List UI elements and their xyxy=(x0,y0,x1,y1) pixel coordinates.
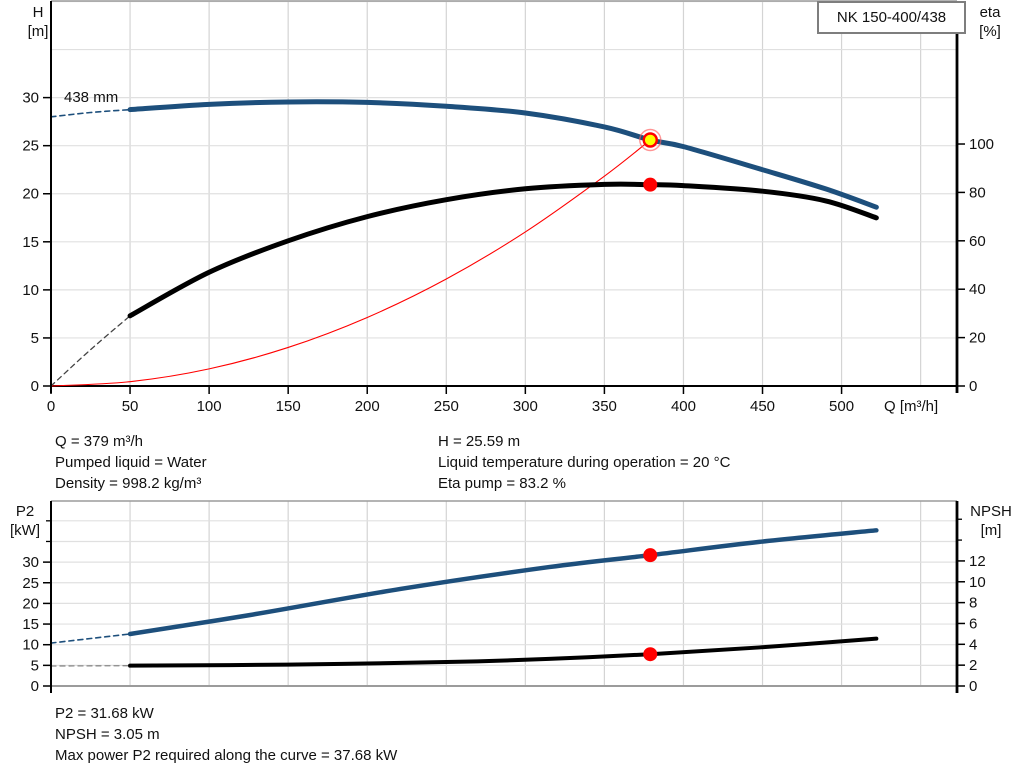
y2-tick-label: 6 xyxy=(969,615,977,632)
y2-tick-label: 60 xyxy=(969,233,986,250)
info-density: Density = 998.2 kg/m³ xyxy=(55,475,202,492)
y2-tick-label: 10 xyxy=(969,574,986,591)
y-tick-label: 10 xyxy=(22,282,39,299)
y-tick-label: 0 xyxy=(31,378,39,395)
duty-info-left: Q = 379 m³/h Pumped liquid = Water Densi… xyxy=(55,431,207,494)
y-tick-label: 25 xyxy=(22,575,39,592)
p2-axis-quantity: P2 xyxy=(15,503,35,520)
info-eta-pump: Eta pump = 83.2 % xyxy=(438,475,566,492)
x-tick-label: 100 xyxy=(197,398,222,415)
h-axis-quantity: H xyxy=(32,4,44,21)
power-info: P2 = 31.68 kW NPSH = 3.05 m Max power P2… xyxy=(55,703,397,766)
y2-tick-label: 4 xyxy=(969,636,977,653)
y2-tick-label: 0 xyxy=(969,678,977,695)
x-tick-label: 400 xyxy=(671,398,696,415)
y2-tick-label: 0 xyxy=(969,378,977,395)
npsh-curve xyxy=(128,636,879,668)
x-tick-label: 450 xyxy=(750,398,775,415)
info-liquid-temperature: Liquid temperature during operation = 20… xyxy=(438,454,731,471)
y2-tick-label: 20 xyxy=(969,330,986,347)
x-tick-label: 50 xyxy=(122,398,139,415)
eta-point-marker[interactable] xyxy=(643,177,658,192)
y2-tick-label: 80 xyxy=(969,184,986,201)
x-tick-label: 500 xyxy=(829,398,854,415)
p2-curve xyxy=(127,528,879,637)
h-axis-label: H [m] xyxy=(16,3,60,41)
y-tick-label: 30 xyxy=(22,554,39,571)
eta-axis-unit: [%] xyxy=(979,23,1001,40)
x-tick-label: 150 xyxy=(276,398,301,415)
y-tick-label: 0 xyxy=(31,678,39,695)
system-curve xyxy=(50,139,651,387)
y2-tick-label: 100 xyxy=(969,136,994,153)
x-tick-label: 0 xyxy=(47,398,55,415)
y-tick-label: 30 xyxy=(22,90,39,107)
info-flow: Q = 379 m³/h xyxy=(55,433,143,450)
duty-point-marker[interactable] xyxy=(642,132,658,148)
eta-axis-quantity: eta xyxy=(979,4,1001,21)
x-tick-label: 200 xyxy=(355,398,380,415)
npsh-axis-unit: [m] xyxy=(980,522,1002,539)
x-tick-label: 250 xyxy=(434,398,459,415)
y2-tick-label: 40 xyxy=(969,281,986,298)
npsh-axis-label: NPSH [m] xyxy=(960,502,1022,540)
info-pumped-liquid: Pumped liquid = Water xyxy=(55,454,207,471)
y-tick-label: 15 xyxy=(22,616,39,633)
eta-curve xyxy=(127,181,879,319)
h-axis-unit: [m] xyxy=(27,23,49,40)
npsh-point-marker[interactable] xyxy=(643,647,658,662)
eta-curve-extrapolation xyxy=(50,315,131,387)
y2-tick-label: 8 xyxy=(969,595,977,612)
info-npsh: NPSH = 3.05 m xyxy=(55,726,160,743)
y-tick-label: 5 xyxy=(31,657,39,674)
eta-axis-label: eta [%] xyxy=(964,3,1016,41)
y-tick-label: 25 xyxy=(22,138,39,155)
p2-curve-extrapolation xyxy=(50,633,131,644)
head-curve-extrapolation xyxy=(50,108,131,118)
x-tick-label: 300 xyxy=(513,398,538,415)
q-axis-label: Q [m³/h] xyxy=(884,398,939,415)
pump-type-box: NK 150-400/438 xyxy=(817,1,966,34)
y2-tick-label: 2 xyxy=(969,657,977,674)
info-head: H = 25.59 m xyxy=(438,433,521,450)
p2-axis-unit: [kW] xyxy=(10,522,40,539)
y-tick-label: 15 xyxy=(22,234,39,251)
y-tick-label: 10 xyxy=(22,637,39,654)
y-tick-label: 20 xyxy=(22,186,39,203)
y-tick-label: 5 xyxy=(31,330,39,347)
p2-axis-label: P2 [kW] xyxy=(2,502,48,540)
info-max-power: Max power P2 required along the curve = … xyxy=(55,747,398,764)
x-tick-label: 350 xyxy=(592,398,617,415)
y2-tick-label: 12 xyxy=(969,553,986,570)
impeller-diameter-annotation: 438 mm xyxy=(64,89,119,106)
npsh-axis-quantity: NPSH xyxy=(970,503,1012,520)
head-curve-438mm xyxy=(127,99,879,210)
y-tick-label: 20 xyxy=(22,595,39,612)
info-p2: P2 = 31.68 kW xyxy=(55,705,154,722)
duty-info-right: H = 25.59 m Liquid temperature during op… xyxy=(438,431,730,494)
p2-point-marker[interactable] xyxy=(643,548,658,563)
